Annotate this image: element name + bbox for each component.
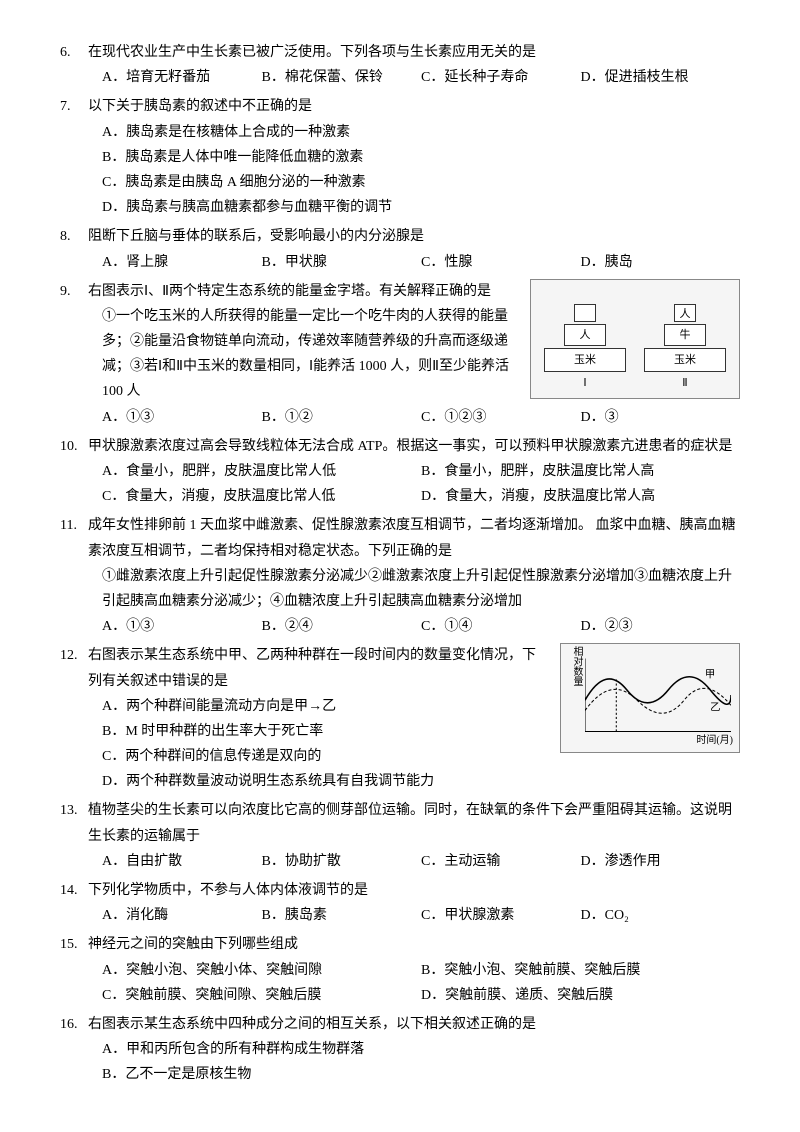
q-stem: 甲状腺激素浓度过高会导致线粒体无法合成 ATP。根据这一事实，可以预料甲状腺激素… (88, 434, 740, 459)
opt-a: A．肾上腺 (102, 250, 262, 275)
opt-b: B．①② (262, 405, 422, 430)
question-9: 人 玉米 Ⅰ 人 牛 玉米 Ⅱ 9.右图表示Ⅰ、Ⅱ两个特定生态系统的能量金字塔。… (60, 279, 740, 430)
q-num: 10. (60, 434, 88, 459)
opt-c: C．延长种子寿命 (421, 65, 581, 90)
opt-a: A．突触小泡、突触小体、突触间隙 (102, 958, 421, 983)
opt-a: A．胰岛素是在核糖体上合成的一种激素 (102, 120, 740, 145)
pyr-mid: 人 (564, 324, 606, 346)
axis-x-label: 时间(月) (696, 732, 733, 750)
opt-a: A．甲和丙所包含的所有种群构成生物群落 (102, 1037, 740, 1062)
opt-a: A．自由扩散 (102, 849, 262, 874)
q-num: 8. (60, 224, 88, 249)
opt-d: D．突触前膜、递质、突触后膜 (421, 983, 740, 1008)
figure-pyramid: 人 玉米 Ⅰ 人 牛 玉米 Ⅱ (530, 279, 740, 399)
question-15: 15.神经元之间的突触由下列哪些组成 A．突触小泡、突触小体、突触间隙B．突触小… (60, 932, 740, 1008)
opt-b: B．②④ (262, 614, 422, 639)
q-num: 15. (60, 932, 88, 957)
pyr-bot: 玉米 (544, 348, 626, 372)
q-num: 11. (60, 513, 88, 563)
q-num: 14. (60, 878, 88, 903)
opt-b: B．食量小，肥胖，皮肤温度比常人高 (421, 459, 740, 484)
q-stem: 以下关于胰岛素的叙述中不正确的是 (88, 94, 740, 119)
pyr-top (574, 304, 596, 322)
opt-a: A．消化酶 (102, 903, 262, 928)
opt-d: D．食量大，消瘦，皮肤温度比常人高 (421, 484, 740, 509)
opt-d: D．CO₂ (581, 903, 741, 928)
q-stem: 阻断下丘脑与垂体的联系后，受影响最小的内分泌腺是 (88, 224, 740, 249)
opt-c: C．主动运输 (421, 849, 581, 874)
pyr-label: Ⅱ (682, 374, 687, 394)
opt-c: C．两个种群间的信息传递是双向的 (102, 744, 552, 769)
question-7: 7.以下关于胰岛素的叙述中不正确的是 A．胰岛素是在核糖体上合成的一种激素 B．… (60, 94, 740, 220)
svg-text:甲: 甲 (705, 670, 715, 681)
question-16: 16.右图表示某生态系统中四种成分之间的相互关系，以下相关叙述正确的是 A．甲和… (60, 1012, 740, 1088)
q-stem: 植物茎尖的生长素可以向浓度比它高的侧芽部位运输。同时，在缺氧的条件下会严重阻碍其… (88, 798, 740, 848)
opt-d: D．③ (581, 405, 741, 430)
opt-b: B．协助扩散 (262, 849, 422, 874)
q-stem: 在现代农业生产中生长素已被广泛使用。下列各项与生长素应用无关的是 (88, 40, 740, 65)
opt-b: B．胰岛素 (262, 903, 422, 928)
q-num: 9. (60, 279, 88, 304)
opt-b: B．胰岛素是人体中唯一能降低血糖的激素 (102, 145, 740, 170)
question-10: 10.甲状腺激素浓度过高会导致线粒体无法合成 ATP。根据这一事实，可以预料甲状… (60, 434, 740, 510)
q-stem: 神经元之间的突触由下列哪些组成 (88, 932, 740, 957)
q-num: 7. (60, 94, 88, 119)
opt-c: C．食量大，消瘦，皮肤温度比常人低 (102, 484, 421, 509)
opt-c: C．胰岛素是由胰岛 A 细胞分泌的一种激素 (102, 170, 740, 195)
opt-d: D．渗透作用 (581, 849, 741, 874)
opt-b: B．乙不一定是原核生物 (102, 1062, 740, 1087)
opt-b: B．棉花保蕾、保铃 (262, 65, 422, 90)
opt-d: D．胰岛 (581, 250, 741, 275)
q-sub: ①一个吃玉米的人所获得的能量一定比一个吃牛肉的人获得的能量多；②能量沿食物链单向… (60, 304, 522, 405)
opt-c: C．①②③ (421, 405, 581, 430)
svg-text:O: O (585, 732, 587, 734)
question-12: 相对数量 甲 乙 M O 时间(月) 12.右图表示某生态系统中甲、乙两种种群在… (60, 643, 740, 794)
pyr-bot: 玉米 (644, 348, 726, 372)
opt-a: A．食量小，肥胖，皮肤温度比常人低 (102, 459, 421, 484)
q-stem: 成年女性排卵前 1 天血浆中雌激素、促性腺激素浓度互相调节，二者均逐渐增加。 血… (88, 513, 740, 563)
pyr-top: 人 (674, 304, 696, 322)
question-11: 11.成年女性排卵前 1 天血浆中雌激素、促性腺激素浓度互相调节，二者均逐渐增加… (60, 513, 740, 639)
q-num: 13. (60, 798, 88, 848)
q-num: 12. (60, 643, 88, 693)
wave-svg: 甲 乙 M O (585, 656, 731, 734)
opt-d: D．两个种群数量波动说明生态系统具有自我调节能力 (102, 769, 552, 794)
opt-a: A．两个种群间能量流动方向是甲→乙 (102, 694, 552, 719)
q-stem: 右图表示Ⅰ、Ⅱ两个特定生态系统的能量金字塔。有关解释正确的是 (88, 279, 508, 304)
opt-c: C．突触前膜、突触间隙、突触后膜 (102, 983, 421, 1008)
opt-c: C．①④ (421, 614, 581, 639)
q-stem: 右图表示某生态系统中四种成分之间的相互关系，以下相关叙述正确的是 (88, 1012, 740, 1037)
opt-b: B．突触小泡、突触前膜、突触后膜 (421, 958, 740, 983)
opt-d: D．促进插枝生根 (581, 65, 741, 90)
q-num: 6. (60, 40, 88, 65)
q-stem: 下列化学物质中，不参与人体内体液调节的是 (88, 878, 740, 903)
pyramid-1: 人 玉米 Ⅰ (544, 304, 626, 394)
figure-wave: 相对数量 甲 乙 M O 时间(月) (560, 643, 740, 753)
svg-text:乙: 乙 (710, 702, 720, 714)
opt-d: D．胰岛素与胰高血糖素都参与血糖平衡的调节 (102, 195, 740, 220)
opt-a: A．①③ (102, 614, 262, 639)
opt-c: C．甲状腺激素 (421, 903, 581, 928)
opt-b: B．甲状腺 (262, 250, 422, 275)
q-num: 16. (60, 1012, 88, 1037)
pyr-label: Ⅰ (583, 374, 586, 394)
q-sub: ①雌激素浓度上升引起促性腺激素分泌减少②雌激素浓度上升引起促性腺激素分泌增加③血… (60, 564, 740, 614)
axis-y-label: 相对数量 (567, 646, 585, 686)
pyr-mid: 牛 (664, 324, 706, 346)
opt-c: C．性腺 (421, 250, 581, 275)
opt-d: D．②③ (581, 614, 741, 639)
opt-b: B．M 时甲种群的出生率大于死亡率 (102, 719, 552, 744)
question-8: 8.阻断下丘脑与垂体的联系后，受影响最小的内分泌腺是 A．肾上腺 B．甲状腺 C… (60, 224, 740, 274)
q-stem: 右图表示某生态系统中甲、乙两种种群在一段时间内的数量变化情况，下列有关叙述中错误… (88, 643, 538, 693)
opt-a: A．①③ (102, 405, 262, 430)
question-14: 14.下列化学物质中，不参与人体内体液调节的是 A．消化酶 B．胰岛素 C．甲状… (60, 878, 740, 928)
opt-a: A．培育无籽番茄 (102, 65, 262, 90)
question-13: 13.植物茎尖的生长素可以向浓度比它高的侧芽部位运输。同时，在缺氧的条件下会严重… (60, 798, 740, 874)
question-6: 6.在现代农业生产中生长素已被广泛使用。下列各项与生长素应用无关的是 A．培育无… (60, 40, 740, 90)
pyramid-2: 人 牛 玉米 Ⅱ (644, 304, 726, 394)
